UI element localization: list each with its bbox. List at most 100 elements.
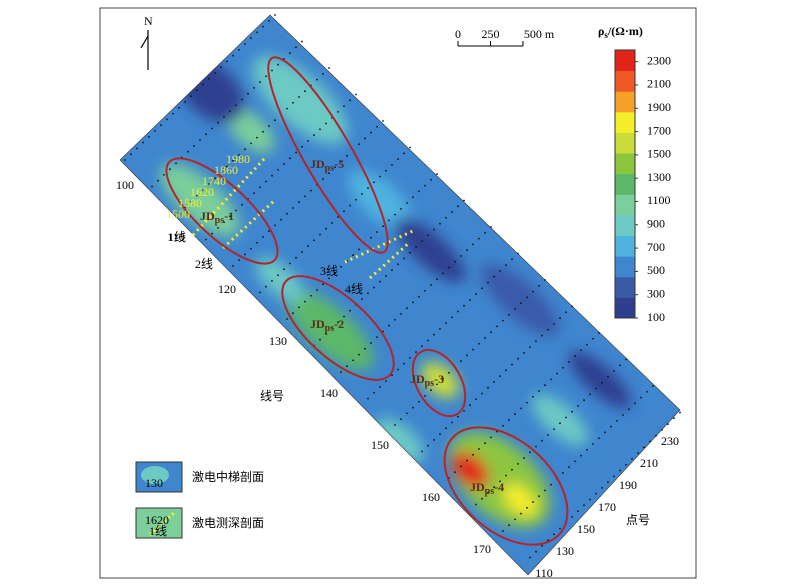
survey-dot: [238, 259, 240, 262]
survey-dot: [343, 105, 345, 107]
survey-dot: [247, 92, 249, 95]
survey-dot: [277, 169, 279, 171]
survey-dot: [613, 475, 615, 478]
survey-dot: [529, 451, 531, 454]
survey-dot: [271, 280, 273, 282]
survey-dot: [580, 349, 582, 352]
survey-dot: [235, 209, 237, 212]
legend-label: 激电测深剖面: [192, 516, 264, 530]
survey-dot: [268, 230, 270, 233]
colorbar-title: ρs/(Ω·m): [598, 24, 643, 40]
survey-dot: [403, 362, 405, 365]
survey-dot: [313, 239, 315, 242]
survey-dot: [388, 219, 390, 222]
point-number: 230: [661, 434, 679, 448]
colorbar-label: 700: [647, 240, 665, 254]
colorbar-label: 500: [647, 263, 665, 277]
point-number: 210: [640, 456, 658, 470]
survey-dot: [436, 383, 438, 386]
survey-dot: [283, 163, 285, 166]
survey-dot: [370, 131, 372, 134]
zone-part: ps: [325, 323, 335, 334]
survey-dot: [532, 290, 534, 293]
survey-dot: [364, 347, 366, 350]
survey-dot: [421, 240, 423, 243]
survey-dot: [217, 121, 219, 124]
survey-dot: [565, 311, 567, 314]
survey-dot: [613, 370, 615, 372]
survey-dot: [409, 357, 411, 359]
survey-dot: [235, 104, 237, 107]
survey-dot: [427, 234, 429, 237]
zone-part: -4: [494, 480, 504, 494]
line-number-title: 线号: [260, 389, 284, 403]
survey-dot: [205, 133, 207, 136]
survey-dot: [463, 199, 465, 202]
map-outline: [119, 14, 681, 576]
survey-dot: [160, 124, 162, 127]
survey-dot: [256, 241, 258, 244]
survey-dot: [502, 424, 504, 427]
map-blob: [503, 483, 537, 517]
survey-dot: [196, 194, 198, 197]
survey-dot: [241, 98, 243, 101]
survey-dot: [442, 272, 444, 275]
survey-dot: [250, 37, 252, 40]
survey-dot: [403, 257, 405, 260]
map-blob: [255, 257, 305, 303]
survey-dot: [334, 271, 336, 274]
colorbar-band: [615, 214, 635, 237]
survey-dot: [244, 253, 246, 256]
survey-dot: [202, 83, 204, 86]
survey-dot: [505, 369, 507, 372]
survey-dot: [241, 203, 243, 206]
survey-dot: [607, 481, 609, 483]
survey-dot: [211, 232, 213, 235]
survey-dot: [385, 169, 387, 172]
survey-dot: [601, 381, 603, 384]
line-number: 120: [218, 282, 236, 296]
survey-dot: [520, 407, 522, 410]
survey-dot: [466, 354, 468, 357]
line-number: 110: [167, 230, 185, 244]
survey-dot: [379, 175, 381, 178]
survey-dot: [625, 463, 627, 466]
survey-dot: [250, 247, 252, 250]
survey-dot: [346, 154, 348, 157]
survey-dot: [286, 212, 288, 215]
survey-dot: [253, 87, 255, 89]
north-label: N: [144, 14, 153, 28]
survey-dot: [325, 122, 327, 125]
survey-dot: [478, 237, 480, 240]
survey-dot: [484, 442, 486, 445]
survey-dot: [679, 411, 681, 414]
survey-dot: [367, 187, 369, 190]
survey-dot: [322, 283, 324, 286]
survey-dot: [457, 415, 459, 418]
map-blob: [286, 289, 374, 371]
survey-dot: [610, 425, 612, 428]
survey-dot: [475, 503, 477, 506]
zone-part: ps: [425, 378, 435, 389]
survey-dot: [136, 147, 138, 150]
line-number: 130: [269, 334, 287, 348]
survey-dot: [331, 327, 333, 329]
survey-dot: [493, 381, 495, 383]
survey-dot: [265, 180, 267, 183]
survey-dot: [436, 278, 438, 281]
depth-label: 1860: [214, 163, 238, 177]
zone-label: JDps-3: [410, 372, 444, 390]
survey-dot: [433, 439, 435, 441]
map-blob: [532, 394, 588, 446]
survey-dot: [130, 153, 132, 156]
survey-dot: [499, 375, 501, 377]
survey-dot: [499, 480, 501, 483]
survey-dot: [493, 275, 495, 278]
survey-dot: [298, 96, 300, 98]
survey-dot: [379, 386, 381, 388]
map-blob: [568, 351, 632, 409]
colorbar-label: 1100: [647, 193, 671, 207]
survey-dot: [631, 458, 633, 460]
